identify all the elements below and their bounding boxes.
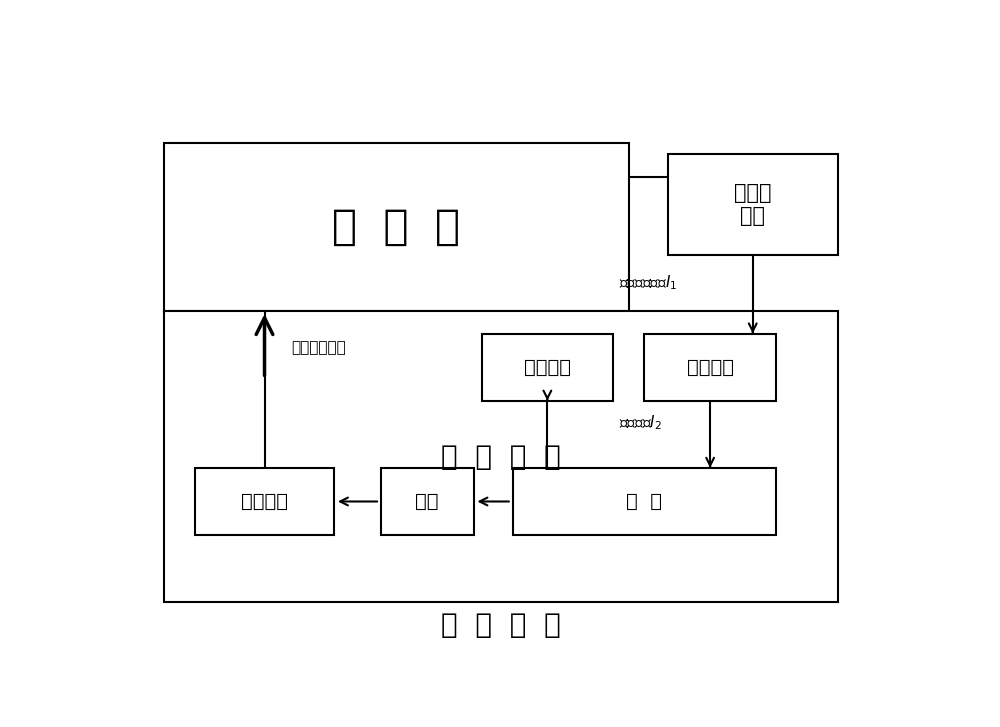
Text: 电子倍
增器: 电子倍 增器 bbox=[734, 183, 772, 226]
Bar bbox=[195, 468, 334, 535]
Text: 倍频综合: 倍频综合 bbox=[241, 492, 288, 511]
Text: 信号放大: 信号放大 bbox=[687, 358, 734, 377]
Text: 频  标  电  路: 频 标 电 路 bbox=[441, 611, 561, 638]
Text: 伺  服: 伺 服 bbox=[626, 492, 662, 511]
Bar bbox=[512, 468, 776, 535]
Bar bbox=[164, 143, 629, 311]
Text: 放大电流$\mathit{I}_2$: 放大电流$\mathit{I}_2$ bbox=[619, 413, 662, 432]
Bar bbox=[381, 468, 474, 535]
Text: 晶振: 晶振 bbox=[416, 492, 439, 511]
Text: 电压调节: 电压调节 bbox=[524, 358, 571, 377]
Text: 铯  束  管: 铯 束 管 bbox=[332, 206, 460, 248]
Bar bbox=[644, 334, 776, 401]
Text: 输出电流信号$\mathit{I}_1$: 输出电流信号$\mathit{I}_1$ bbox=[619, 273, 677, 292]
Bar bbox=[164, 311, 838, 602]
Text: 频  标  电  路: 频 标 电 路 bbox=[441, 443, 561, 470]
Bar bbox=[668, 154, 838, 255]
Bar bbox=[482, 334, 613, 401]
Text: 微波激励信号: 微波激励信号 bbox=[292, 340, 346, 355]
